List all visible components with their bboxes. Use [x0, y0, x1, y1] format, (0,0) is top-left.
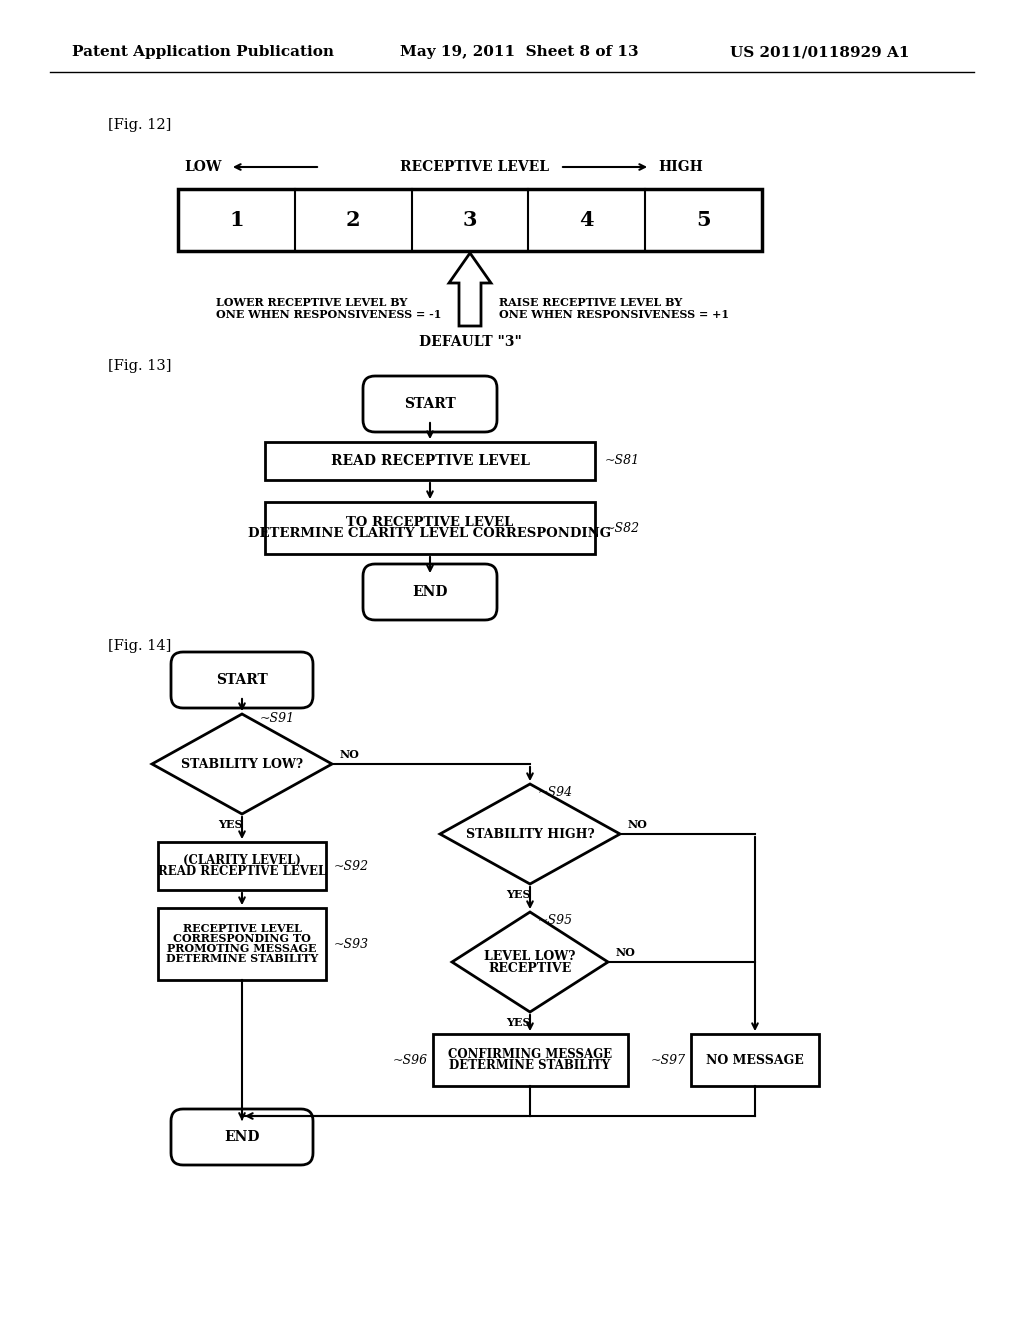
Text: NO MESSAGE: NO MESSAGE	[707, 1053, 804, 1067]
Text: US 2011/0118929 A1: US 2011/0118929 A1	[730, 45, 909, 59]
Text: HIGH: HIGH	[658, 160, 702, 174]
Polygon shape	[452, 912, 608, 1012]
Bar	[432, 1034, 628, 1086]
Text: Patent Application Publication: Patent Application Publication	[72, 45, 334, 59]
Text: ~S81: ~S81	[605, 454, 640, 467]
Text: ~S82: ~S82	[605, 521, 640, 535]
Text: ~S97: ~S97	[651, 1053, 686, 1067]
Text: DETERMINE STABILITY: DETERMINE STABILITY	[450, 1059, 610, 1072]
Text: 2: 2	[346, 210, 360, 230]
Text: END: END	[413, 585, 447, 599]
Text: CORRESPONDING TO: CORRESPONDING TO	[173, 933, 311, 945]
Bar	[178, 189, 762, 251]
Text: 5: 5	[696, 210, 711, 230]
Text: YES: YES	[218, 818, 243, 829]
Text: 3: 3	[463, 210, 477, 230]
Text: ~S91: ~S91	[260, 713, 295, 726]
Text: END: END	[224, 1130, 260, 1144]
Text: NO: NO	[628, 818, 648, 829]
Bar	[265, 502, 595, 554]
FancyBboxPatch shape	[171, 652, 313, 708]
Text: RAISE RECEPTIVE LEVEL BY
ONE WHEN RESPONSIVENESS = +1: RAISE RECEPTIVE LEVEL BY ONE WHEN RESPON…	[499, 297, 729, 321]
Text: [Fig. 13]: [Fig. 13]	[108, 359, 171, 374]
FancyBboxPatch shape	[171, 1109, 313, 1166]
Text: DEFAULT "3": DEFAULT "3"	[419, 335, 521, 348]
Text: May 19, 2011  Sheet 8 of 13: May 19, 2011 Sheet 8 of 13	[400, 45, 639, 59]
Text: LEVEL LOW?: LEVEL LOW?	[484, 949, 575, 962]
Text: CONFIRMING MESSAGE: CONFIRMING MESSAGE	[447, 1048, 612, 1061]
Text: (CLARITY LEVEL): (CLARITY LEVEL)	[183, 854, 301, 867]
Bar	[158, 842, 326, 890]
Text: START: START	[404, 397, 456, 411]
Text: ~S96: ~S96	[392, 1053, 427, 1067]
Text: STABILITY HIGH?: STABILITY HIGH?	[466, 828, 594, 841]
Text: [Fig. 12]: [Fig. 12]	[108, 117, 171, 132]
FancyBboxPatch shape	[362, 564, 497, 620]
Text: START: START	[216, 673, 268, 686]
Text: STABILITY LOW?: STABILITY LOW?	[181, 758, 303, 771]
Text: TO RECEPTIVE LEVEL: TO RECEPTIVE LEVEL	[346, 516, 514, 529]
Bar	[158, 908, 326, 979]
Text: YES: YES	[506, 1016, 530, 1027]
Polygon shape	[449, 253, 490, 326]
Text: 4: 4	[580, 210, 594, 230]
Text: PROMOTING MESSAGE: PROMOTING MESSAGE	[167, 944, 316, 954]
Text: DETERMINE CLARITY LEVEL CORRESPONDING: DETERMINE CLARITY LEVEL CORRESPONDING	[249, 527, 611, 540]
Text: ~S94: ~S94	[538, 785, 573, 799]
Text: LOWER RECEPTIVE LEVEL BY
ONE WHEN RESPONSIVENESS = -1: LOWER RECEPTIVE LEVEL BY ONE WHEN RESPON…	[216, 297, 441, 321]
Text: 1: 1	[229, 210, 244, 230]
Text: RECEPTIVE LEVEL: RECEPTIVE LEVEL	[400, 160, 550, 174]
Text: ~S95: ~S95	[538, 913, 573, 927]
Text: NO: NO	[616, 946, 636, 957]
Text: LOW: LOW	[184, 160, 222, 174]
Bar	[265, 442, 595, 480]
Text: ~S93: ~S93	[334, 937, 369, 950]
Polygon shape	[152, 714, 332, 814]
Bar	[691, 1034, 819, 1086]
Text: RECEPTIVE LEVEL: RECEPTIVE LEVEL	[182, 924, 301, 935]
FancyBboxPatch shape	[362, 376, 497, 432]
Text: NO: NO	[340, 748, 359, 759]
Text: RECEPTIVE: RECEPTIVE	[488, 961, 571, 974]
Text: ~S92: ~S92	[334, 859, 369, 873]
Text: YES: YES	[506, 888, 530, 899]
Text: READ RECEPTIVE LEVEL: READ RECEPTIVE LEVEL	[331, 454, 529, 469]
Text: [Fig. 14]: [Fig. 14]	[108, 639, 171, 653]
Polygon shape	[440, 784, 620, 884]
Text: DETERMINE STABILITY: DETERMINE STABILITY	[166, 953, 318, 965]
Text: READ RECEPTIVE LEVEL: READ RECEPTIVE LEVEL	[158, 865, 326, 878]
